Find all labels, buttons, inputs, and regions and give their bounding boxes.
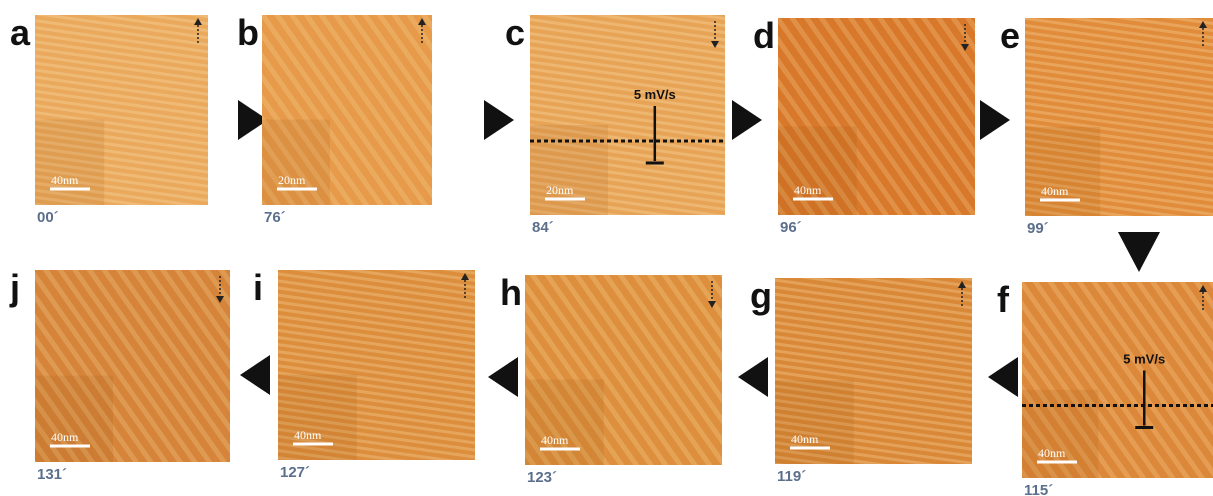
arrow-right: [732, 100, 762, 140]
shade: [262, 120, 330, 206]
panel: a 00´ 40nm: [10, 12, 208, 226]
scale-label: 40nm: [1041, 184, 1069, 198]
time-label: 119´: [777, 468, 806, 485]
panel: g 119´ 40nm: [750, 275, 972, 485]
rate-label: 5 mV/s: [1123, 351, 1165, 366]
shade: [525, 380, 604, 466]
arrow-down: [1118, 232, 1160, 272]
shade: [278, 375, 357, 461]
rate-label: 5 mV/s: [634, 87, 676, 102]
arrow-right: [980, 100, 1010, 140]
time-label: 123´: [527, 469, 557, 486]
scale-label: 40nm: [294, 428, 322, 442]
arrow-left: [240, 355, 270, 395]
shade: [530, 125, 608, 215]
panel-letter: f: [997, 279, 1010, 320]
time-label: 76´: [264, 209, 286, 226]
arrow-left: [738, 357, 768, 397]
scale-label: 40nm: [51, 430, 79, 444]
panel-letter: d: [753, 15, 775, 56]
panel-letter: a: [10, 12, 31, 53]
figure: a 00´ 40nm b 76´ 20nm c 84´ 20nm 5 mV/s d 96´ 40nm e 9…: [0, 0, 1213, 496]
time-label: 96´: [780, 219, 802, 236]
scale-label: 20nm: [278, 173, 306, 187]
time-label: 99´: [1027, 220, 1049, 237]
shade: [775, 380, 854, 464]
arrow-left: [988, 357, 1018, 397]
panel: j 131´ 40nm: [9, 267, 230, 483]
time-label: 84´: [532, 219, 554, 236]
panel-letter: h: [500, 272, 522, 313]
scale-label: 20nm: [546, 183, 574, 197]
panel-letter: g: [750, 275, 772, 316]
shade: [35, 376, 113, 462]
panel: d 96´ 40nm: [753, 15, 975, 236]
shade: [778, 126, 857, 215]
shade: [35, 120, 104, 206]
panel-letter: c: [505, 12, 525, 53]
arrow-left: [488, 357, 518, 397]
panel: h 123´ 40nm: [500, 272, 722, 486]
scale-label: 40nm: [1038, 446, 1066, 460]
shade: [1022, 390, 1098, 478]
panel-letter: i: [253, 267, 263, 308]
panel: e 99´ 40nm: [1000, 15, 1213, 237]
arrow-right: [484, 100, 514, 140]
scale-label: 40nm: [51, 173, 79, 187]
panel-letter: e: [1000, 15, 1020, 56]
time-label: 115´: [1024, 482, 1053, 496]
time-label: 127´: [280, 464, 310, 481]
time-label: 00´: [37, 209, 59, 226]
shade: [1025, 127, 1100, 216]
scale-label: 40nm: [541, 433, 569, 447]
panel: c 84´ 20nm 5 mV/s: [505, 12, 725, 236]
time-label: 131´: [37, 466, 67, 483]
scale-label: 40nm: [791, 432, 819, 446]
panel: f 115´ 40nm 5 mV/s: [997, 279, 1213, 496]
panel: b 76´ 20nm: [237, 12, 432, 226]
panel-letter: b: [237, 12, 259, 53]
panel: i 127´ 40nm: [253, 267, 475, 481]
scale-label: 40nm: [794, 183, 822, 197]
panel-letter: j: [9, 267, 20, 308]
